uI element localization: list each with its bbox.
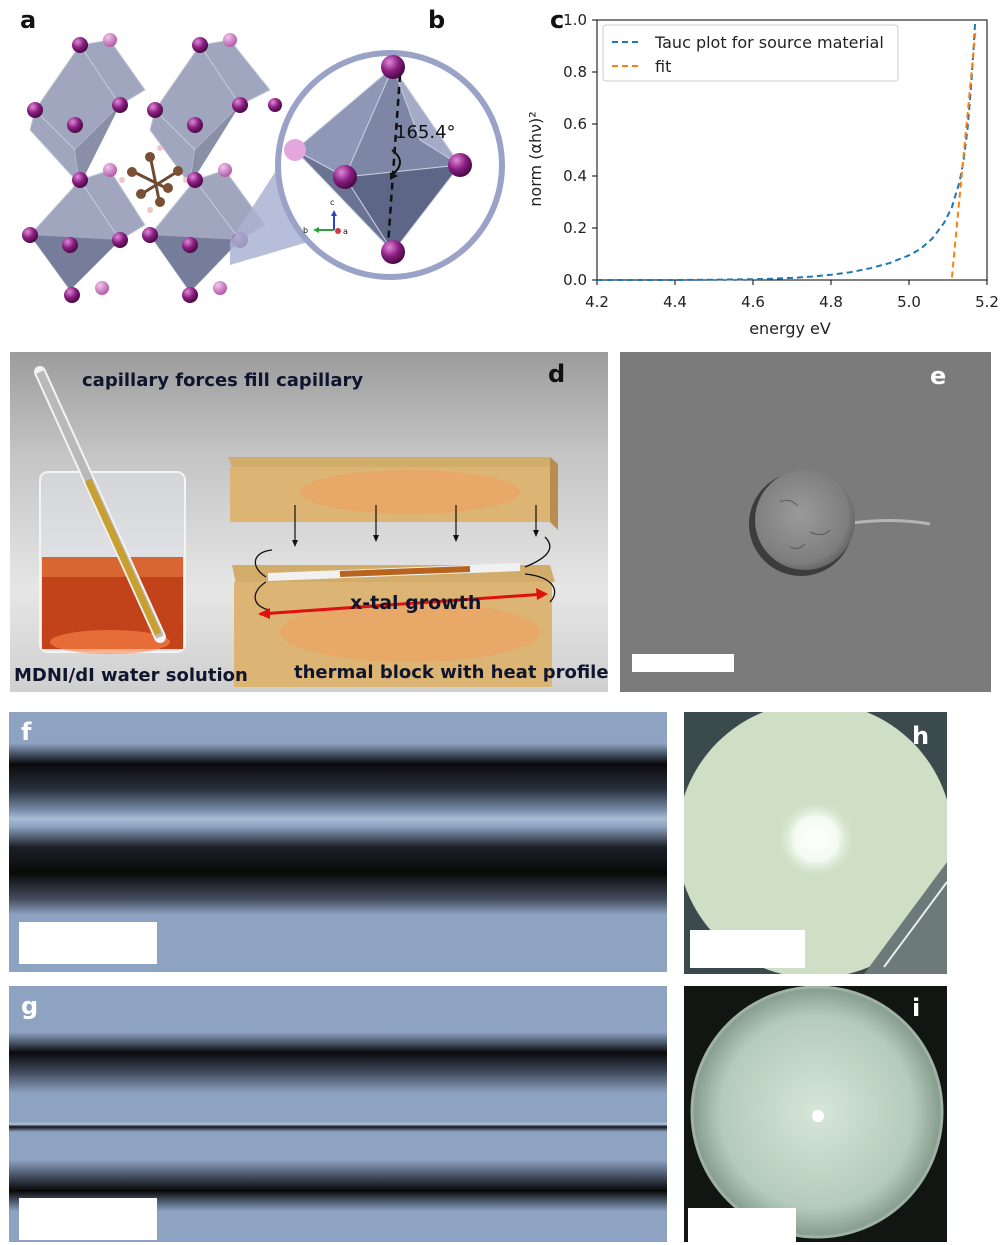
legend-box (602, 24, 899, 82)
legend-label-fit: fit (655, 57, 671, 76)
bond-angle-label: 165.4° (395, 122, 456, 143)
panel-h-optical-image: h (684, 712, 947, 974)
panel-c-label: c (550, 6, 565, 34)
x-tick-label: 5.0 (897, 293, 921, 311)
thermal-block-caption: thermal block with heat profile (294, 662, 608, 683)
panel-h-label: h (912, 722, 930, 750)
series-line-fit (950, 32, 977, 278)
axis-b-label: b (303, 226, 308, 235)
capillary-caption: capillary forces fill capillary (82, 370, 364, 391)
panel-f-micrograph: f (9, 712, 667, 972)
crystal-growth-caption: x-tal growth (350, 592, 482, 614)
octahedron-zoom-illustration: 165.4° c b a (230, 50, 505, 280)
y-tick-label: 0.2 (563, 219, 587, 237)
y-tick-label: 1.0 (563, 11, 587, 29)
panel-a-label: a (20, 6, 37, 34)
x-tick-label: 4.6 (741, 293, 765, 311)
panel-e-sem-image: e (620, 352, 991, 692)
legend-label-tauc: Tauc plot for source material (654, 33, 884, 52)
x-tick-label: 4.8 (819, 293, 843, 311)
solution-caption: MDNI/dI water solution (14, 665, 248, 686)
panel-i-label: i (912, 994, 921, 1022)
panel-e-label: e (930, 362, 947, 390)
scale-bar-e (632, 654, 734, 672)
y-tick-label: 0.0 (563, 271, 587, 289)
x-axis-label: energy eV (749, 319, 831, 338)
series-line-tauc (597, 19, 977, 281)
panel-d-label: d (548, 360, 566, 388)
y-tick-label: 0.4 (563, 167, 587, 185)
y-tick-label: 0.6 (563, 115, 587, 133)
y-axis-label: norm (αhν)² (526, 111, 545, 206)
axis-a-label: a (343, 227, 348, 236)
panel-g-micrograph: g (9, 986, 667, 1242)
scale-bar-h (690, 930, 805, 968)
chart-legend: Tauc plot for source material fit (602, 24, 899, 82)
panel-d-illustration: capillary forces fill capillary d x-tal … (10, 352, 608, 692)
panel-f-label: f (21, 718, 32, 746)
plot-frame (596, 19, 988, 281)
panel-b-label: b (428, 6, 446, 34)
x-tick-label: 4.4 (663, 293, 687, 311)
x-tick-label: 4.2 (585, 293, 609, 311)
scale-bar-f (19, 922, 157, 964)
panel-i-optical-image: i (684, 986, 947, 1242)
perovskite-structure-illustration (22, 33, 282, 303)
x-tick-label: 5.2 (975, 293, 999, 311)
panel-g-label: g (21, 992, 39, 1020)
scale-bar-g (19, 1198, 157, 1240)
axis-c-label: c (330, 198, 334, 207)
scale-bar-i (688, 1208, 796, 1242)
y-tick-label: 0.8 (563, 63, 587, 81)
tauc-plot-chart: 4.2 4.4 4.6 4.8 5.0 5.2 0.0 0.2 0.4 0.6 0.8 1.0 Tau… (526, 11, 999, 338)
